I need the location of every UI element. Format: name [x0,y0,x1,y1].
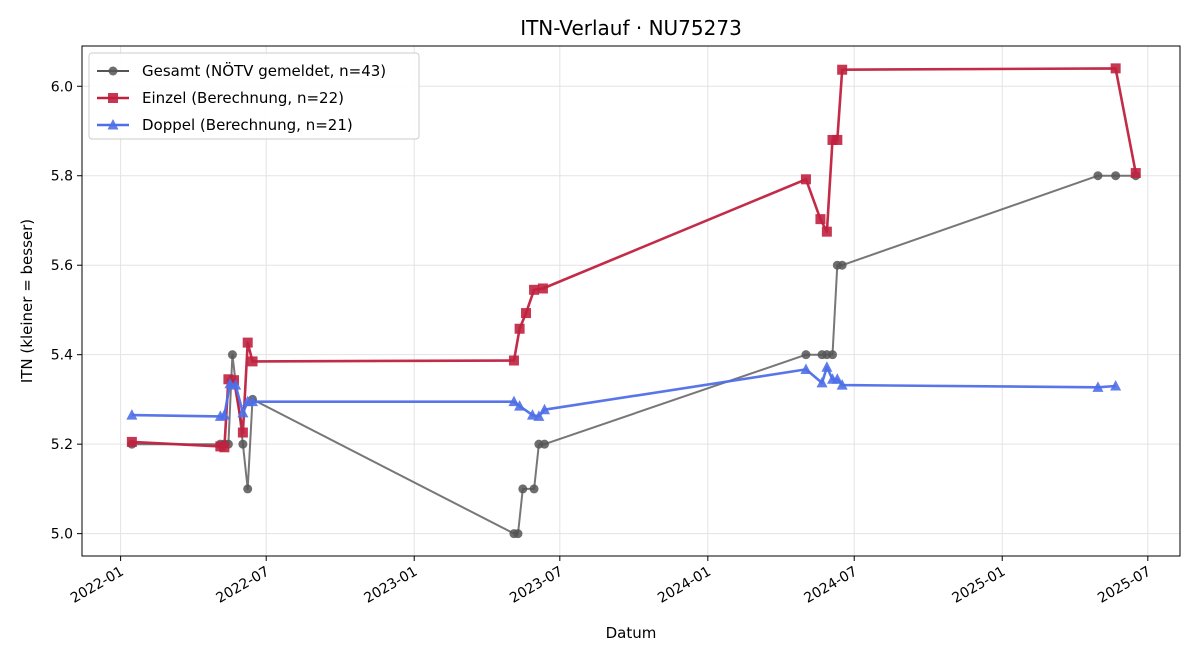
data-point [801,350,811,360]
data-point [837,64,848,75]
data-point [238,439,248,449]
data-point [230,379,242,390]
legend-box [88,52,420,140]
x-tick-label: 2023-07 [507,564,566,607]
x-tick-label: 2025-01 [950,564,1009,607]
data-point [800,363,812,374]
chart-title: ITN-Verlauf · NU75273 [520,16,742,40]
data-point [537,283,548,294]
data-point [539,403,551,415]
y-tick-label: 5.6 [51,258,73,274]
legend-swatch-marker [107,119,119,130]
y-tick-label: 6.0 [51,79,73,95]
data-point [513,529,523,539]
data-point [816,376,828,388]
data-point [1130,168,1141,179]
data-point [514,400,526,411]
x-tick-label: 2022-07 [214,564,273,607]
data-point [237,406,249,418]
data-point [815,214,826,225]
data-point [1092,381,1104,392]
series-line [131,365,1116,418]
x-tick-label: 2022-01 [68,564,127,607]
data-point [243,484,253,494]
legend-swatch-marker [108,93,118,103]
data-point [247,395,259,407]
legend-label: Einzel (Berechnung, n=22) [142,89,344,107]
x-axis-ticks: 2022-01 2022-07 2023-01 2023-07 2024-01 2024-… [68,556,1154,607]
series-3 [126,361,1122,421]
data-point [227,350,237,360]
data-point [229,375,240,386]
data-point [529,284,540,295]
legend-item: Doppel (Berechnung, n=21) [97,116,353,134]
data-point [521,308,532,319]
data-point [126,436,137,447]
data-point [218,409,230,420]
data-point [526,409,538,420]
data-point [219,442,230,453]
y-tick-label: 5.4 [51,348,73,364]
legend: Gesamt (NÖTV gemeldet, n=43) Einzel (Bere… [88,52,420,140]
data-point [1110,380,1122,391]
data-point [529,484,539,494]
data-point [831,373,843,384]
legend-item: Gesamt (NÖTV gemeldet, n=43) [97,61,386,80]
legend-item: Einzel (Berechnung, n=22) [97,89,344,107]
y-axis-label: ITN (kleiner = besser) [18,219,36,383]
data-point [518,484,528,494]
legend-label: Gesamt (NÖTV gemeldet, n=43) [142,61,386,80]
data-point [821,361,833,372]
y-tick-label: 5.8 [51,169,73,185]
data-point [223,374,234,385]
data-point [508,395,520,407]
y-axis-ticks: 5.0 5.2 5.4 5.6 5.8 6.0 [51,79,82,543]
data-point [800,174,811,185]
plot-frame [81,45,1181,557]
data-point [821,226,832,237]
data-point [247,356,258,367]
legend-label: Doppel (Berechnung, n=21) [142,116,353,134]
y-tick-label: 5.2 [51,437,73,453]
grid [82,46,1180,556]
data-point [242,337,253,348]
data-point [1110,63,1121,74]
x-tick-label: 2024-07 [802,564,861,607]
y-tick-label: 5.0 [51,527,73,543]
x-tick-label: 2023-01 [362,564,421,607]
data-point [508,355,519,366]
data-point [533,410,545,421]
x-tick-label: 2024-01 [655,564,714,607]
data-point [836,379,848,390]
data-point [126,409,138,420]
data-point [837,260,847,270]
x-axis-label: Datum [606,624,657,642]
legend-swatch-marker [108,66,118,76]
data-point [514,323,525,334]
data-point [832,134,843,145]
series-layer [126,63,1141,539]
data-point [237,427,248,438]
data-point [828,350,838,360]
data-point [1093,171,1103,181]
data-point [540,439,550,449]
data-point [1111,171,1121,181]
x-tick-label: 2025-07 [1095,564,1154,607]
